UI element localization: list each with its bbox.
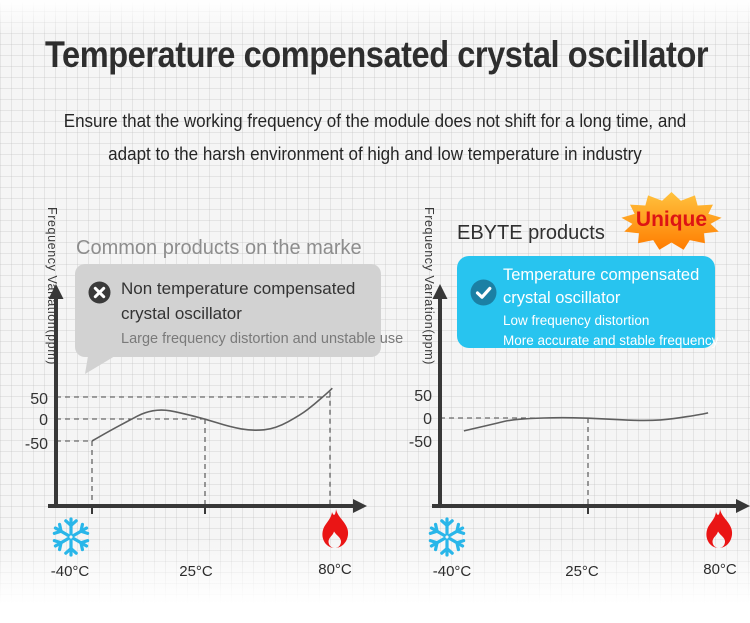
left-y-tick-minus50: -50 <box>25 436 48 453</box>
callout-text-block: Temperature compensated crystal oscillat… <box>503 264 719 350</box>
left-chart-curve <box>91 387 333 442</box>
starburst-icon <box>621 192 722 250</box>
snowflake-icon <box>427 517 467 557</box>
right-y-tick-50: 50 <box>414 388 432 405</box>
right-chart-x-arrow-icon <box>736 499 750 513</box>
unique-badge: Unique <box>620 191 723 251</box>
flame-icon <box>706 509 733 548</box>
left-chart-guides <box>56 391 331 506</box>
left-line-chart: 50 0 -50 <box>25 284 367 514</box>
right-chart-curve <box>463 412 709 432</box>
left-panel-heading: Common products on the marke <box>76 237 362 259</box>
right-x-label-80: 80°C <box>703 561 737 578</box>
page-title: Temperature compensated crystal oscillat… <box>45 34 709 75</box>
ebyte-product-callout: Temperature compensated crystal oscillat… <box>457 256 719 350</box>
check-icon <box>470 279 497 306</box>
left-y-tick-50: 50 <box>30 391 48 408</box>
callout-title-line2: crystal oscillator <box>121 304 242 323</box>
background-fade-top <box>0 0 750 36</box>
right-chart-guides <box>440 417 589 506</box>
right-x-label-minus40: -40°C <box>432 563 472 580</box>
right-y-tick-0: 0 <box>423 411 432 428</box>
left-chart-x-arrow-icon <box>353 499 367 513</box>
subtitle-line-1: Ensure that the working frequency of the… <box>63 110 687 131</box>
left-x-label-minus40: -40°C <box>50 563 90 580</box>
callout-note1: Low frequency distortion <box>503 313 650 328</box>
right-panel-heading: EBYTE products <box>457 222 605 244</box>
cross-icon <box>88 281 111 304</box>
left-y-tick-0: 0 <box>39 412 48 429</box>
right-y-tick-minus50: -50 <box>409 434 432 451</box>
callout-text-block: Non temperature compensated crystal osci… <box>121 276 404 350</box>
left-x-label-80: 80°C <box>318 561 352 578</box>
flame-icon <box>322 509 349 548</box>
right-y-axis-label: Frequency Variation(ppm) <box>422 207 436 365</box>
callout-title-line1: Temperature compensated <box>503 266 700 284</box>
right-chart-y-arrow-icon <box>432 284 448 299</box>
right-x-label-25: 25°C <box>565 563 599 580</box>
subtitle-line-2: adapt to the harsh environment of high a… <box>108 143 642 164</box>
left-x-label-25: 25°C <box>179 563 213 580</box>
callout-title-line1: Non temperature compensated <box>121 279 356 298</box>
callout-title-line2: crystal oscillator <box>503 289 621 307</box>
background-fade-bottom <box>0 538 750 623</box>
callout-note2: More accurate and stable frequency <box>503 333 719 348</box>
unique-badge-label: Unique <box>635 208 708 231</box>
callout-note: Large frequency distortion and unstable … <box>121 331 404 347</box>
common-product-callout: Non temperature compensated crystal osci… <box>75 264 404 374</box>
right-line-chart: 50 0 -50 <box>409 284 750 514</box>
left-chart-y-arrow-icon <box>48 284 64 299</box>
snowflake-icon <box>51 517 91 557</box>
